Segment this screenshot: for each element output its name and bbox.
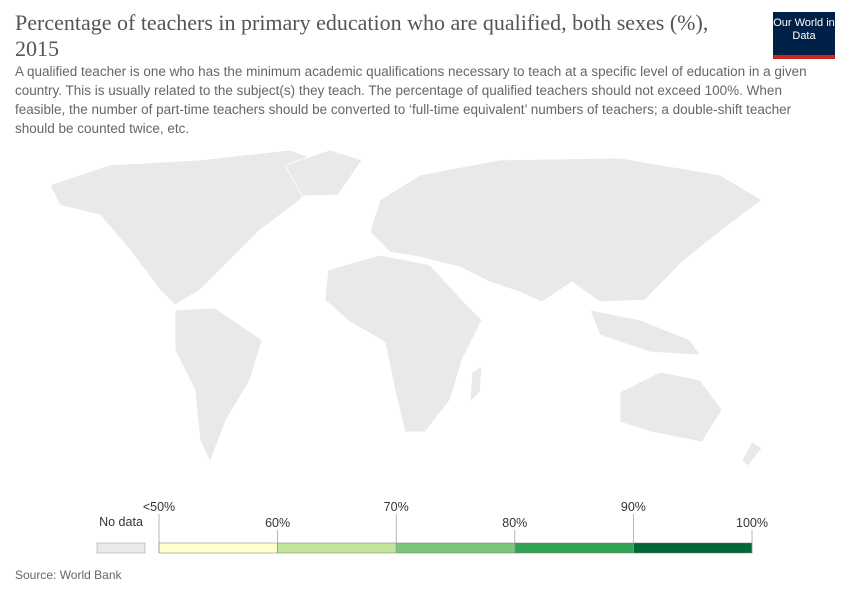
subtitle: A qualified teacher is one who has the m… bbox=[15, 64, 807, 136]
legend-label: 60% bbox=[265, 516, 290, 530]
legend-bin bbox=[158, 542, 278, 554]
africa bbox=[324, 254, 483, 433]
no-data-swatch bbox=[96, 542, 146, 554]
logo[interactable]: Our World in Data bbox=[773, 12, 835, 59]
new-zealand bbox=[741, 441, 763, 467]
legend-bin bbox=[514, 542, 634, 554]
legend-bin bbox=[395, 542, 516, 554]
legend: No data <50% 60% 70% 80% 90% 100% bbox=[96, 500, 768, 554]
madagascar bbox=[469, 365, 483, 404]
north-america bbox=[49, 149, 331, 306]
australia bbox=[619, 371, 723, 443]
world-map bbox=[49, 149, 763, 467]
no-data-label: No data bbox=[99, 515, 143, 529]
legend-label: 70% bbox=[384, 500, 409, 514]
eurasia bbox=[369, 157, 763, 303]
legend-label: 100% bbox=[736, 516, 768, 530]
south-america bbox=[174, 307, 263, 464]
title: Percentage of teachers in primary educat… bbox=[15, 10, 709, 61]
legend-label: 80% bbox=[502, 516, 527, 530]
legend-bin bbox=[633, 542, 753, 554]
legend-label: <50% bbox=[143, 500, 175, 514]
legend-bin bbox=[277, 542, 397, 554]
legend-label: 90% bbox=[621, 500, 646, 514]
southeast-asia bbox=[589, 309, 701, 356]
source: Source: World Bank bbox=[15, 568, 122, 582]
greenland bbox=[284, 149, 363, 197]
